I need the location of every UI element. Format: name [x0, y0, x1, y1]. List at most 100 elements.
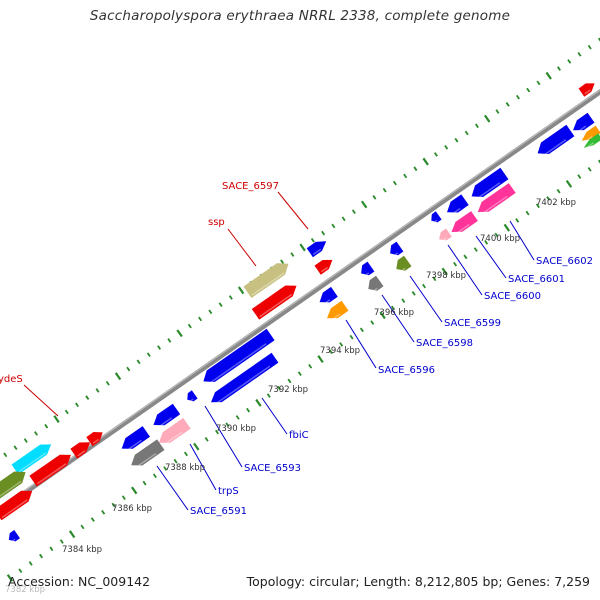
inner-ring-tick — [432, 276, 437, 282]
feature-olive-highlight — [400, 267, 406, 273]
outer-ring-tick — [280, 259, 285, 265]
outer-ring-tick — [495, 109, 500, 114]
feature-cds-forward-highlight — [77, 450, 86, 457]
gene-label[interactable]: SACE_6600 — [484, 291, 541, 302]
gene-label[interactable]: SACE_6593 — [244, 463, 301, 474]
feature-cds-blue — [447, 194, 469, 213]
scale-label: 7400 kbp — [480, 234, 520, 244]
outer-ring-tick — [567, 59, 572, 64]
outer-ring-tick — [237, 286, 245, 295]
gene-label[interactable]: ssp — [208, 217, 225, 228]
feature-trps-highlight — [162, 431, 183, 446]
feature-orange — [327, 300, 349, 319]
inner-tick-ring — [6, 159, 600, 582]
feature-orange-highlight — [330, 313, 341, 322]
outer-ring-tick — [218, 302, 223, 307]
outer-ring-tick — [13, 445, 18, 451]
feature-fbic — [203, 328, 275, 382]
feature-orange-highlight — [584, 135, 593, 143]
inner-ring-tick — [204, 437, 209, 442]
gene-label[interactable]: SACE_6591 — [190, 506, 247, 517]
inner-ring-tick — [39, 553, 44, 559]
scale-label: 7390 kbp — [216, 424, 256, 434]
inner-ring-tick — [494, 232, 499, 238]
inner-ring-tick — [173, 458, 178, 464]
outer-ring-tick — [85, 395, 90, 400]
outer-ring-tick — [114, 372, 122, 381]
outer-ring-tick — [3, 452, 8, 458]
outer-ring-tick — [598, 37, 600, 42]
feature-gray — [368, 275, 384, 291]
leader-line — [447, 244, 483, 296]
inner-ring-tick — [101, 509, 106, 515]
feature-pink — [477, 183, 516, 212]
outer-ring-tick — [23, 438, 28, 443]
outer-ring-tick — [64, 409, 69, 415]
feature-cds-blue-highlight — [157, 417, 173, 429]
feature-cds-forward-highlight — [1, 499, 28, 519]
scale-label: 7392 kbp — [268, 385, 308, 395]
inner-ring-tick — [587, 166, 592, 172]
gene-label[interactable]: SACE_6596 — [378, 365, 435, 376]
inner-ring-tick — [18, 568, 23, 574]
feature-cds-blue — [211, 352, 279, 403]
gene-label[interactable]: SACE_6597 — [222, 181, 279, 192]
feature-cds-blue-highlight — [450, 207, 461, 216]
inner-ring-tick — [556, 188, 561, 194]
outer-ring-tick — [331, 223, 336, 229]
outer-ring-tick — [536, 80, 541, 86]
inner-ring-tick — [339, 342, 344, 347]
inner-ring-tick — [225, 422, 230, 428]
gene-label[interactable]: fbiC — [289, 430, 309, 441]
feature-green-highlight — [585, 142, 595, 149]
scale-label: 7398 kbp — [426, 271, 466, 281]
feature-cds-blue — [431, 211, 442, 223]
scale-label: 7384 kbp — [62, 545, 102, 555]
inner-ring-tick — [328, 349, 333, 355]
outer-ring-tick — [146, 352, 151, 358]
leader-line — [261, 397, 288, 435]
scale-label: 7396 kbp — [374, 308, 414, 318]
gene-label[interactable]: trpS — [218, 486, 239, 497]
feature-cds-blue-highlight — [190, 398, 194, 402]
gene-label[interactable]: SACE_6601 — [508, 274, 565, 285]
feature-pink — [451, 211, 478, 232]
leader-line — [277, 191, 309, 230]
outer-ring-tick — [75, 402, 80, 408]
outer-ring-tick — [413, 166, 418, 172]
inner-ring-tick — [59, 539, 64, 544]
inner-ring-tick — [183, 451, 188, 457]
inner-ring-tick — [152, 473, 157, 479]
gene-features — [0, 83, 600, 542]
outer-ring-tick — [105, 381, 110, 386]
inner-ring-tick — [598, 159, 600, 164]
leader-line — [204, 405, 243, 468]
outer-ring-tick — [556, 66, 561, 71]
leader-line — [475, 235, 507, 279]
outer-ring-tick — [228, 295, 233, 300]
inner-ring-tick — [163, 466, 168, 471]
feature-cds-blue — [361, 261, 375, 276]
feature-cds-blue-highlight — [393, 252, 399, 257]
feature-cds-blue-highlight — [541, 139, 567, 158]
feature-cds-blue — [390, 241, 404, 256]
outer-ring-tick — [53, 415, 60, 423]
gene-label[interactable]: ydeS — [0, 374, 23, 385]
inner-ring-tick — [215, 429, 220, 435]
feature-cds-forward-highlight — [92, 438, 100, 444]
feature-cds-blue-highlight — [434, 219, 438, 223]
outer-ring-tick — [341, 216, 346, 222]
inner-ring-tick — [411, 291, 416, 296]
outer-ring-tick — [95, 388, 100, 393]
inner-ring-tick — [565, 179, 573, 188]
gene-label[interactable]: SACE_6598 — [416, 338, 473, 349]
inner-ring-tick — [525, 210, 530, 216]
gene-label[interactable]: SACE_6599 — [444, 318, 501, 329]
outer-ring-tick — [382, 187, 387, 193]
feature-gray-highlight — [372, 287, 378, 293]
gene-label[interactable]: SACE_6602 — [536, 256, 593, 267]
inner-ring-tick — [277, 385, 282, 391]
outer-ring-tick — [299, 243, 306, 252]
feature-cds-blue-highlight — [125, 439, 142, 452]
feature-trps — [159, 418, 191, 443]
